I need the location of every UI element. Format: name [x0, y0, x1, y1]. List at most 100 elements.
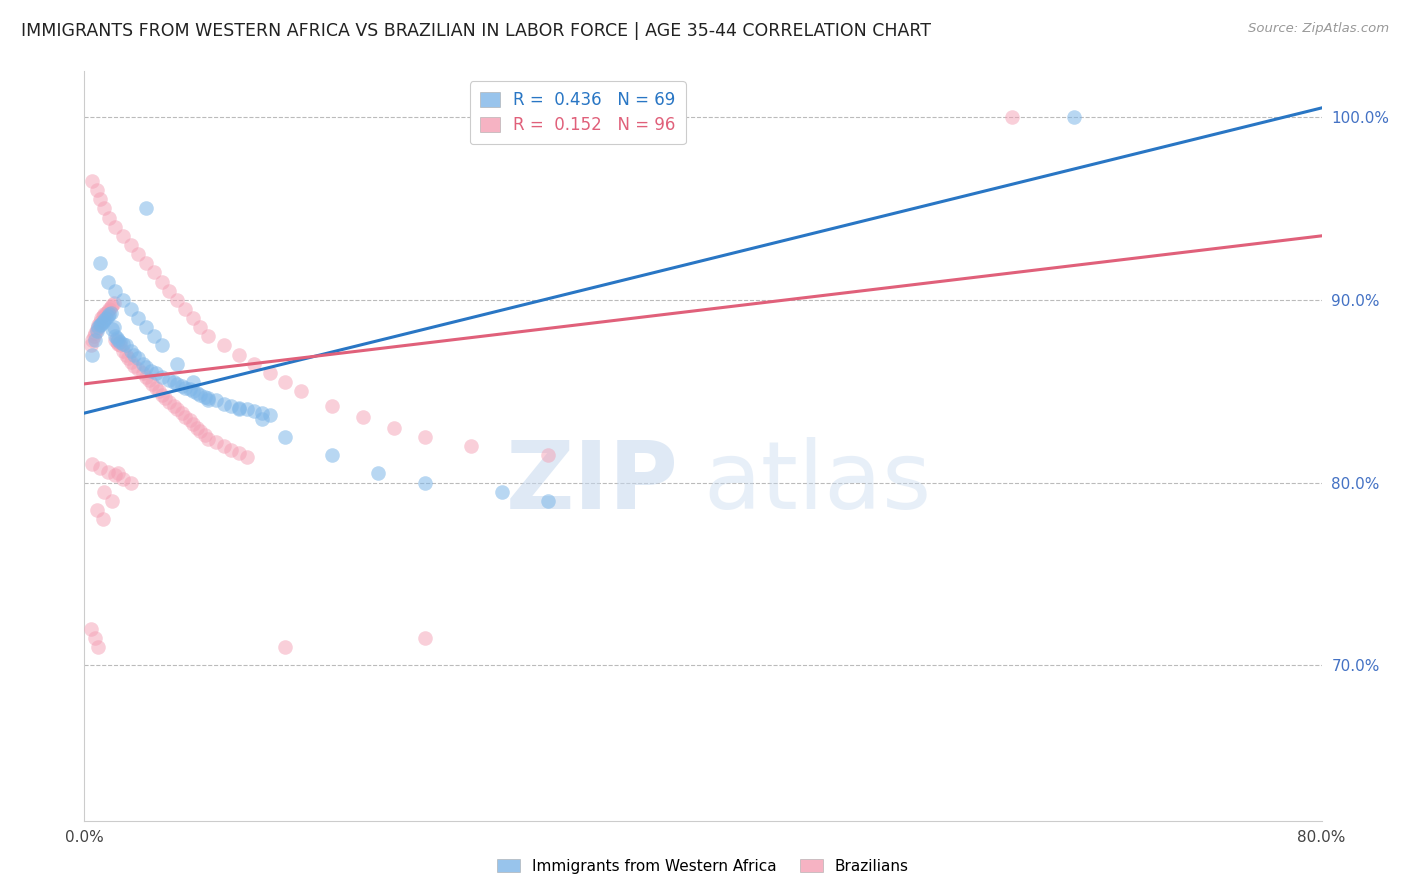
- Point: [188, 388, 211, 402]
- Point: [89, 461, 111, 475]
- Point: [148, 384, 170, 399]
- Point: [145, 380, 167, 394]
- Point: [163, 399, 186, 413]
- Point: [382, 421, 405, 435]
- Point: [413, 475, 436, 490]
- Text: atlas: atlas: [703, 437, 931, 530]
- Point: [132, 366, 155, 380]
- Point: [84, 326, 107, 340]
- Point: [166, 293, 188, 307]
- Point: [101, 298, 124, 312]
- Point: [82, 333, 104, 347]
- Point: [82, 174, 104, 188]
- Point: [290, 384, 312, 399]
- Point: [105, 331, 128, 345]
- Point: [181, 375, 204, 389]
- Point: [112, 293, 135, 307]
- Point: [82, 348, 104, 362]
- Legend: R =  0.436   N = 69, R =  0.152   N = 96: R = 0.436 N = 69, R = 0.152 N = 96: [470, 81, 686, 144]
- Point: [89, 192, 111, 206]
- Point: [105, 334, 128, 349]
- Point: [174, 301, 197, 316]
- Point: [1001, 110, 1024, 124]
- Point: [145, 366, 167, 380]
- Point: [159, 284, 180, 298]
- Point: [367, 467, 389, 481]
- Point: [212, 338, 235, 352]
- Point: [79, 622, 101, 636]
- Point: [1063, 110, 1085, 124]
- Point: [170, 378, 193, 392]
- Point: [188, 320, 211, 334]
- Point: [108, 334, 131, 349]
- Point: [143, 265, 166, 279]
- Point: [96, 310, 118, 324]
- Point: [219, 399, 242, 413]
- Point: [205, 393, 228, 408]
- Point: [120, 343, 142, 358]
- Point: [89, 256, 111, 270]
- Point: [91, 315, 114, 329]
- Point: [98, 307, 121, 321]
- Point: [228, 401, 250, 415]
- Point: [90, 311, 112, 326]
- Point: [90, 317, 112, 331]
- Point: [93, 307, 115, 321]
- Point: [122, 359, 145, 373]
- Point: [91, 310, 114, 324]
- Point: [150, 388, 173, 402]
- Point: [186, 386, 208, 401]
- Point: [321, 448, 343, 462]
- Point: [117, 351, 139, 366]
- Point: [181, 384, 204, 399]
- Point: [107, 336, 129, 351]
- Point: [235, 450, 259, 464]
- Point: [112, 343, 135, 358]
- Point: [96, 303, 118, 318]
- Point: [104, 333, 127, 347]
- Point: [228, 446, 250, 460]
- Point: [122, 348, 145, 362]
- Point: [115, 338, 138, 352]
- Point: [181, 417, 204, 431]
- Point: [139, 364, 162, 378]
- Point: [141, 376, 163, 391]
- Point: [143, 329, 166, 343]
- Point: [321, 399, 343, 413]
- Point: [174, 380, 197, 394]
- Point: [274, 375, 297, 389]
- Point: [127, 247, 149, 261]
- Point: [94, 305, 117, 319]
- Point: [112, 336, 135, 351]
- Point: [212, 439, 235, 453]
- Point: [83, 329, 105, 343]
- Point: [537, 493, 560, 508]
- Point: [132, 357, 155, 371]
- Point: [250, 406, 273, 420]
- Point: [103, 296, 125, 310]
- Point: [138, 373, 160, 387]
- Point: [228, 348, 250, 362]
- Point: [170, 406, 193, 420]
- Point: [194, 428, 217, 442]
- Point: [250, 411, 273, 425]
- Point: [112, 472, 135, 486]
- Point: [115, 348, 138, 362]
- Point: [159, 373, 180, 387]
- Point: [127, 362, 149, 376]
- Point: [212, 397, 235, 411]
- Point: [120, 475, 142, 490]
- Point: [228, 402, 250, 417]
- Point: [82, 457, 104, 471]
- Point: [84, 631, 107, 645]
- Point: [120, 301, 142, 316]
- Point: [197, 392, 219, 406]
- Point: [159, 395, 180, 409]
- Point: [112, 228, 135, 243]
- Point: [179, 413, 201, 427]
- Text: Source: ZipAtlas.com: Source: ZipAtlas.com: [1249, 22, 1389, 36]
- Point: [259, 408, 281, 422]
- Point: [101, 493, 124, 508]
- Point: [150, 338, 173, 352]
- Point: [135, 256, 157, 270]
